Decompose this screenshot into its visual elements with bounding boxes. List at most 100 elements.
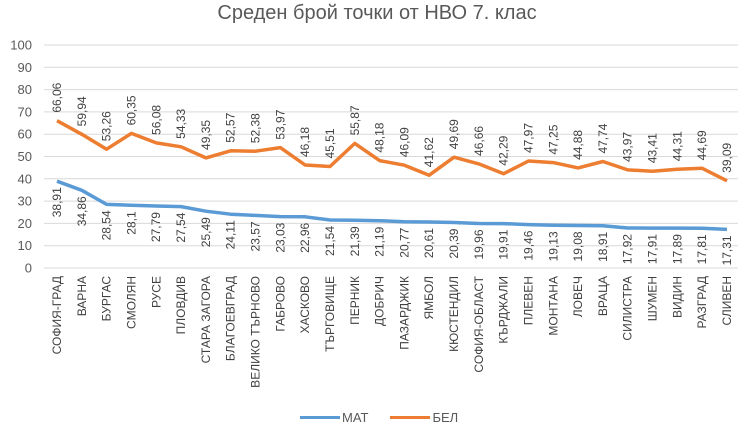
y-tick-label: 90 bbox=[18, 60, 32, 75]
x-category-label: РАЗГРАД bbox=[695, 276, 709, 329]
y-tick-label: 40 bbox=[18, 171, 32, 186]
data-label-mat: 21,39 bbox=[348, 226, 362, 256]
data-label-bel: 45,51 bbox=[323, 128, 337, 158]
data-label-mat: 38,91 bbox=[50, 187, 64, 217]
data-label-bel: 42,29 bbox=[497, 135, 511, 165]
y-tick-label: 10 bbox=[18, 238, 32, 253]
y-tick-label: 70 bbox=[18, 104, 32, 119]
gridlines bbox=[44, 44, 738, 269]
series-line-mat bbox=[56, 179, 728, 232]
data-label-mat: 28,1 bbox=[124, 211, 138, 235]
legend-label-bel: БЕЛ bbox=[432, 410, 459, 425]
x-category-label: ПЕРНИК bbox=[348, 276, 362, 325]
x-category-label: СТАРА ЗАГОРА bbox=[199, 276, 213, 363]
x-category-label: ГАБРОВО bbox=[273, 276, 287, 332]
data-label-bel: 47,97 bbox=[521, 123, 535, 153]
y-tick-label: 0 bbox=[25, 261, 32, 276]
data-label-mat: 21,54 bbox=[323, 226, 337, 256]
data-label-mat: 17,91 bbox=[646, 234, 660, 264]
x-category-label: БУРГАС bbox=[100, 276, 114, 322]
data-label-mat: 25,49 bbox=[199, 217, 213, 247]
data-label-bel: 56,08 bbox=[149, 105, 163, 135]
data-label-mat: 18,91 bbox=[596, 232, 610, 262]
data-label-mat: 19,96 bbox=[472, 229, 486, 259]
y-tick-label: 80 bbox=[18, 82, 32, 97]
x-category-label: РУСЕ bbox=[149, 276, 163, 308]
x-category-label: ХАСКОВО bbox=[298, 276, 312, 334]
x-category-label: ВРАЦА bbox=[596, 276, 610, 316]
data-label-mat: 23,03 bbox=[273, 222, 287, 252]
data-label-mat: 17,89 bbox=[670, 234, 684, 264]
data-label-bel: 53,97 bbox=[273, 109, 287, 139]
legend: МАТ БЕЛ bbox=[300, 410, 458, 425]
x-category-label: СОФИЯ-ГРАД bbox=[50, 276, 64, 354]
legend-swatch-mat bbox=[300, 416, 340, 419]
data-label-mat: 19,13 bbox=[546, 231, 560, 261]
data-label-mat: 17,31 bbox=[720, 235, 734, 265]
x-category-label: МОНТАНА bbox=[546, 276, 560, 336]
data-label-mat: 22,96 bbox=[298, 222, 312, 252]
x-category-label: СЛИВЕН bbox=[720, 276, 734, 325]
x-category-label: КЮСТЕНДИЛ bbox=[447, 276, 461, 352]
y-tick-label: 20 bbox=[18, 216, 32, 231]
data-label-bel: 39,09 bbox=[720, 142, 734, 172]
data-label-mat: 17,81 bbox=[695, 234, 709, 264]
x-category-label: СМОЛЯН bbox=[124, 276, 138, 329]
data-label-bel: 46,18 bbox=[298, 127, 312, 157]
data-label-mat: 20,39 bbox=[447, 228, 461, 258]
data-label-bel: 49,69 bbox=[447, 119, 461, 149]
y-tick-label: 30 bbox=[18, 194, 32, 209]
x-axis: СОФИЯ-ГРАД ВАРНА БУРГАС СМОЛЯН РУСЕ ПЛОВДИВ СТ… bbox=[50, 275, 734, 387]
data-label-bel: 53,26 bbox=[100, 111, 114, 141]
data-label-bel: 52,57 bbox=[224, 112, 238, 142]
data-label-bel: 49,35 bbox=[199, 120, 213, 150]
data-label-bel: 44,31 bbox=[670, 131, 684, 161]
x-category-label: СОФИЯ-ОБЛАСТ bbox=[472, 275, 486, 372]
x-category-label: ТЪРГОВИЩЕ bbox=[323, 276, 337, 352]
data-label-mat: 20,77 bbox=[397, 227, 411, 257]
y-axis: 0 10 20 30 40 50 60 70 80 90 100 bbox=[10, 38, 32, 276]
data-label-mat: 23,57 bbox=[249, 221, 263, 251]
data-label-bel: 54,33 bbox=[174, 108, 188, 138]
data-label-mat: 20,61 bbox=[422, 228, 436, 258]
data-label-bel: 46,66 bbox=[472, 126, 486, 156]
data-label-mat: 28,54 bbox=[100, 210, 114, 240]
data-label-mat: 27,54 bbox=[174, 212, 188, 242]
data-label-bel: 66,06 bbox=[50, 82, 64, 112]
chart-title: Среден брой точки от НВО 7. клас bbox=[217, 2, 537, 24]
x-category-label: ЯМБОЛ bbox=[422, 276, 436, 319]
data-label-mat: 27,79 bbox=[149, 212, 163, 242]
x-category-label: ВЕЛИКО ТЪРНОВО bbox=[249, 276, 263, 388]
data-label-bel: 48,18 bbox=[373, 122, 387, 152]
data-label-bel: 43,97 bbox=[621, 132, 635, 162]
data-label-bel: 52,38 bbox=[249, 113, 263, 143]
data-label-bel: 43,41 bbox=[646, 133, 660, 163]
data-label-bel: 44,88 bbox=[571, 130, 585, 160]
data-label-mat: 19,08 bbox=[571, 231, 585, 261]
legend-item-mat[interactable]: МАТ bbox=[300, 410, 368, 425]
data-label-mat: 19,91 bbox=[497, 229, 511, 259]
x-category-label: ПЛОВДИВ bbox=[174, 276, 188, 334]
y-tick-label: 60 bbox=[18, 127, 32, 142]
data-label-bel: 60,35 bbox=[124, 95, 138, 125]
y-tick-label: 100 bbox=[10, 38, 32, 53]
x-category-label: КЪРДЖАЛИ bbox=[497, 276, 511, 344]
data-label-bel: 47,74 bbox=[596, 123, 610, 153]
data-label-mat: 24,11 bbox=[224, 220, 238, 249]
series-lines bbox=[56, 119, 728, 232]
y-tick-label: 50 bbox=[18, 149, 32, 164]
x-category-label: СИЛИСТРА bbox=[621, 276, 635, 341]
x-category-label: ПЛЕВЕН bbox=[521, 276, 535, 325]
x-category-label: ПАЗАРДЖИК bbox=[397, 276, 411, 350]
data-labels: 38,91 34,86 28,54 28,1 27,79 27,54 25,49 24,11 2… bbox=[50, 82, 734, 265]
data-label-mat: 21,19 bbox=[373, 226, 387, 256]
x-category-label: БЛАГОЕВГРАД bbox=[224, 276, 238, 361]
x-category-label: ВАРНА bbox=[75, 276, 89, 316]
legend-item-bel[interactable]: БЕЛ bbox=[390, 410, 458, 425]
x-category-label: ЛОВЕЧ bbox=[571, 276, 585, 317]
data-label-mat: 34,86 bbox=[75, 196, 89, 226]
x-category-label: ШУМЕН bbox=[646, 276, 660, 321]
data-label-bel: 41,62 bbox=[422, 137, 436, 167]
data-label-bel: 59,94 bbox=[75, 96, 89, 126]
